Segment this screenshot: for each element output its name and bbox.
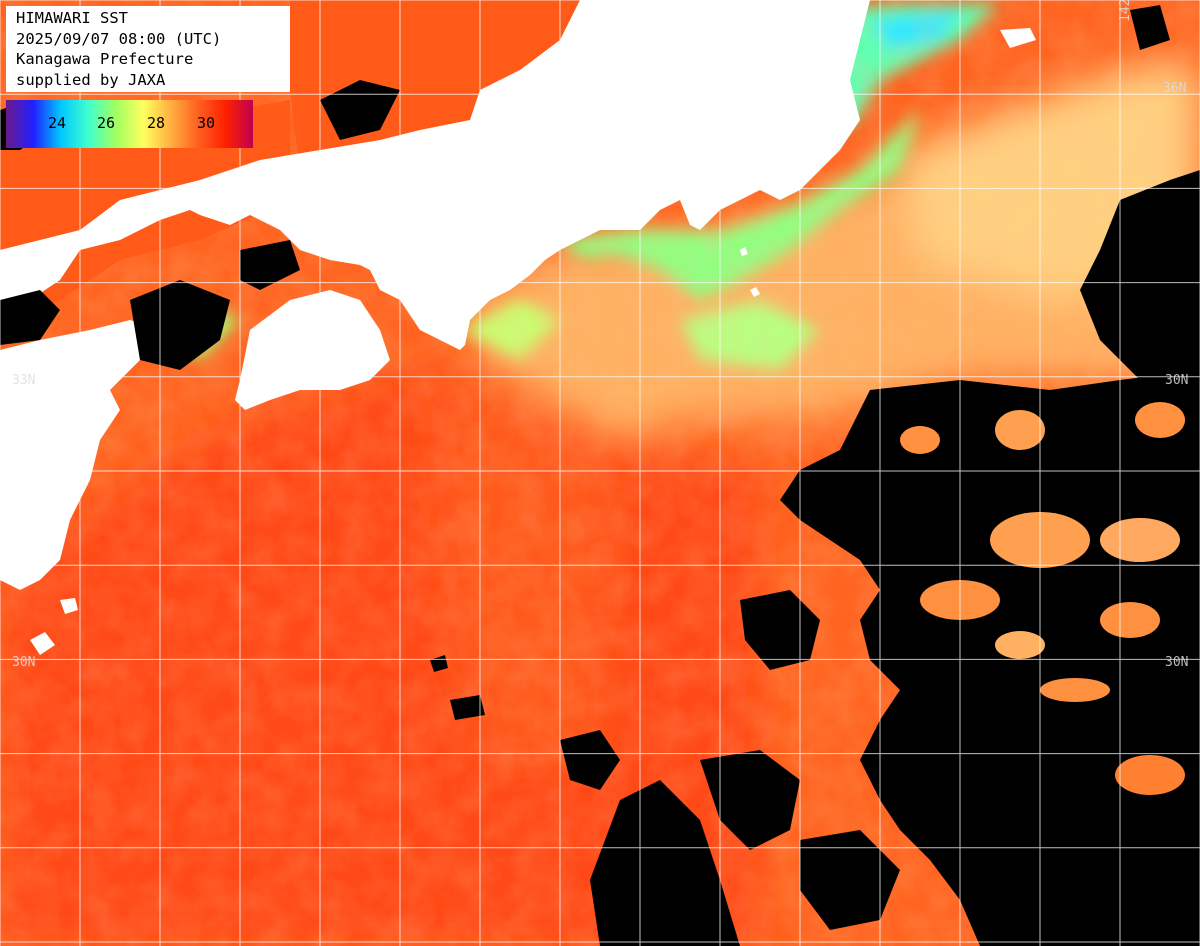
scale-label-28: 28 xyxy=(146,114,166,132)
title-line-source: supplied by JAXA xyxy=(16,70,166,89)
title-box: HIMAWARI SST 2025/09/07 08:00 (UTC) Kana… xyxy=(6,6,290,92)
title-line-satellite: HIMAWARI SST xyxy=(16,9,128,27)
title-line-timestamp: 2025/09/07 08:00 (UTC) xyxy=(16,29,222,48)
lat-label-36n: 36N xyxy=(1163,81,1187,96)
scale-label-26: 26 xyxy=(96,114,116,132)
scale-label-24: 24 xyxy=(47,114,67,132)
title-line-region: Kanagawa Prefecture xyxy=(16,50,194,68)
lon-label-142e: 142E xyxy=(1118,0,1133,22)
lat-label-33n-left: 33N xyxy=(12,373,36,388)
color-scale-gradient xyxy=(6,100,253,148)
lat-label-30n-right-mid: 30N xyxy=(1165,373,1189,388)
lat-label-30n-left: 30N xyxy=(12,655,36,670)
lat-label-30n-right: 30N xyxy=(1165,655,1189,670)
scale-label-30: 30 xyxy=(196,114,216,132)
color-scale-legend: 24 26 28 30 xyxy=(6,100,253,148)
